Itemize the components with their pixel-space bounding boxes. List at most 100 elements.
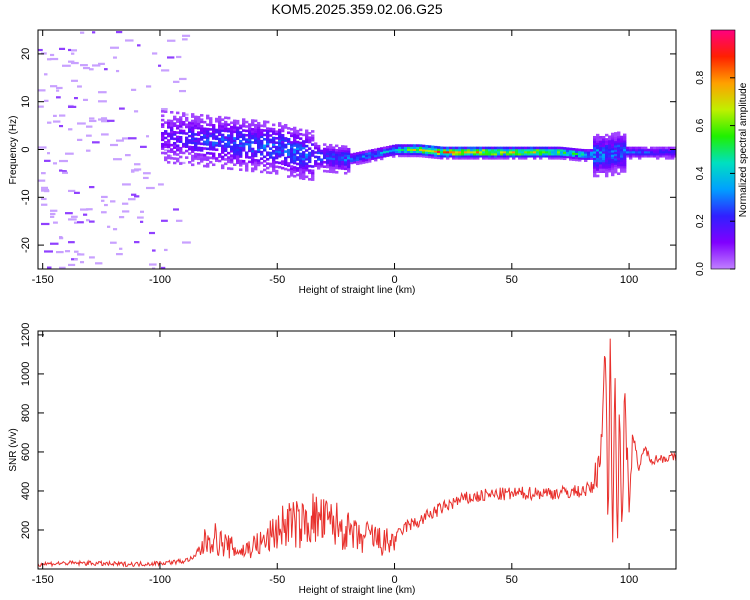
- spectrogram-cell: [248, 129, 252, 133]
- spectrogram-cell: [635, 146, 639, 150]
- spectrogram-cell: [203, 164, 207, 168]
- spectrogram-cell: [296, 173, 300, 177]
- spectrogram-cell: [251, 149, 255, 153]
- spectrogram-cell: [278, 124, 282, 127]
- spectrogram-cell: [239, 155, 243, 158]
- spectrogram-cell: [134, 110, 139, 113]
- spectrogram-cell: [347, 150, 351, 153]
- spectrogram-cell: [494, 152, 498, 156]
- spectrogram-cell: [254, 123, 258, 127]
- spectrogram-cell: [227, 145, 231, 148]
- spectrogram-cell: [419, 148, 423, 152]
- spectrogram-cell: [236, 133, 240, 136]
- spectrogram-cell: [662, 150, 666, 154]
- spectrogram-cell: [620, 148, 624, 152]
- spectrogram-cell: [335, 148, 339, 152]
- spectrogram-cell: [623, 163, 627, 167]
- spectrogram-cell: [212, 163, 216, 167]
- spectrogram-cell: [578, 158, 582, 162]
- spectrogram-cell: [641, 148, 645, 152]
- spectrogram-cell: [191, 124, 195, 127]
- spectrogram-cell: [614, 145, 618, 148]
- spectrogram-cell: [221, 138, 225, 141]
- spectrogram-cell: [572, 150, 576, 153]
- spectrogram-cell: [305, 131, 309, 135]
- spectrogram-cell: [599, 163, 603, 167]
- spectrogram-cell: [356, 152, 360, 155]
- spectrogram-cell: [275, 152, 279, 155]
- spectrogram-cell: [266, 151, 270, 155]
- spectrogram-cell: [620, 135, 624, 139]
- spectrogram-cell: [314, 151, 318, 154]
- spectrogram-cell: [239, 146, 243, 150]
- spectrogram-cell: [287, 138, 291, 141]
- spectrogram-cell: [113, 158, 122, 161]
- spectrogram-cell: [242, 159, 246, 163]
- spectrogram-cell: [332, 153, 336, 156]
- spectrogram-cell: [278, 152, 282, 156]
- spectrogram-cell: [203, 142, 207, 146]
- spectrogram-cell: [593, 142, 597, 146]
- spectrogram-cell: [224, 158, 228, 161]
- spectrogram-cell: [206, 123, 210, 127]
- spectrogram-cell: [239, 144, 243, 147]
- spectrogram-cell: [215, 130, 219, 134]
- spectrogram-cell: [230, 147, 234, 151]
- spectrogram-cell: [281, 134, 285, 137]
- spectrogram-cell: [371, 149, 375, 152]
- spectrogram-cell: [185, 119, 189, 122]
- spectrogram-cell: [320, 151, 324, 155]
- spectrogram-cell: [242, 146, 246, 150]
- spectrogram-cell: [623, 148, 627, 152]
- spectrogram-cell: [650, 148, 654, 152]
- spectrogram-cell: [593, 153, 597, 156]
- spectrogram-cell: [644, 154, 648, 158]
- spectrogram-cell: [599, 144, 603, 148]
- spectrogram-cell: [278, 130, 282, 134]
- spectrogram-cell: [161, 219, 168, 222]
- spectrogram-cell: [272, 160, 276, 164]
- spectrogram-cell: [422, 144, 426, 148]
- spectrogram-cell: [287, 140, 291, 143]
- spectrogram-cell: [185, 138, 189, 142]
- spectrogram-cell: [479, 150, 483, 154]
- spectrogram-cell: [593, 161, 597, 165]
- spectrogram-cell: [317, 162, 321, 166]
- spectrogram-cell: [335, 164, 339, 167]
- spectrogram-cell: [608, 165, 612, 169]
- spectrogram-cell: [617, 172, 621, 175]
- spectrogram-cell: [230, 139, 234, 142]
- spectrogram-cell: [647, 154, 651, 158]
- spectrogram-cell: [617, 144, 621, 148]
- spectrogram-cell: [608, 144, 612, 147]
- spectrogram-cell: [395, 144, 399, 147]
- spectrogram-cell: [182, 145, 186, 148]
- spectrogram-cell: [359, 155, 363, 159]
- spectrogram-cell: [179, 149, 183, 152]
- spectrogram-cell: [287, 148, 291, 152]
- spectrogram-cell: [386, 148, 390, 151]
- spectrogram-cell: [488, 150, 492, 154]
- spectrogram-cell: [653, 152, 657, 156]
- spectrogram-cell: [299, 157, 303, 160]
- spectrogram-cell: [590, 149, 594, 152]
- spectrogram-cell: [551, 150, 555, 154]
- spectrogram-cell: [200, 153, 204, 157]
- spectrogram-cell: [443, 150, 447, 154]
- spectrogram-cell: [623, 140, 627, 143]
- spectrogram-cell: [491, 154, 495, 158]
- spectrogram-cell: [389, 149, 393, 153]
- spectrogram-cell: [242, 122, 246, 126]
- spectrogram-x-tick-label: 50: [506, 274, 518, 286]
- spectrogram-cell: [296, 145, 300, 148]
- spectrogram-cell: [248, 156, 252, 159]
- spectrogram-cell: [176, 124, 180, 128]
- spectrogram-cell: [164, 132, 168, 135]
- spectrogram-cell: [212, 143, 216, 147]
- spectrogram-cell: [668, 150, 672, 154]
- spectrogram-cell: [233, 137, 237, 140]
- spectrogram-cell: [431, 149, 435, 153]
- spectrogram-cell: [611, 167, 615, 170]
- spectrogram-cell: [167, 145, 171, 149]
- spectrogram-cell: [662, 154, 666, 158]
